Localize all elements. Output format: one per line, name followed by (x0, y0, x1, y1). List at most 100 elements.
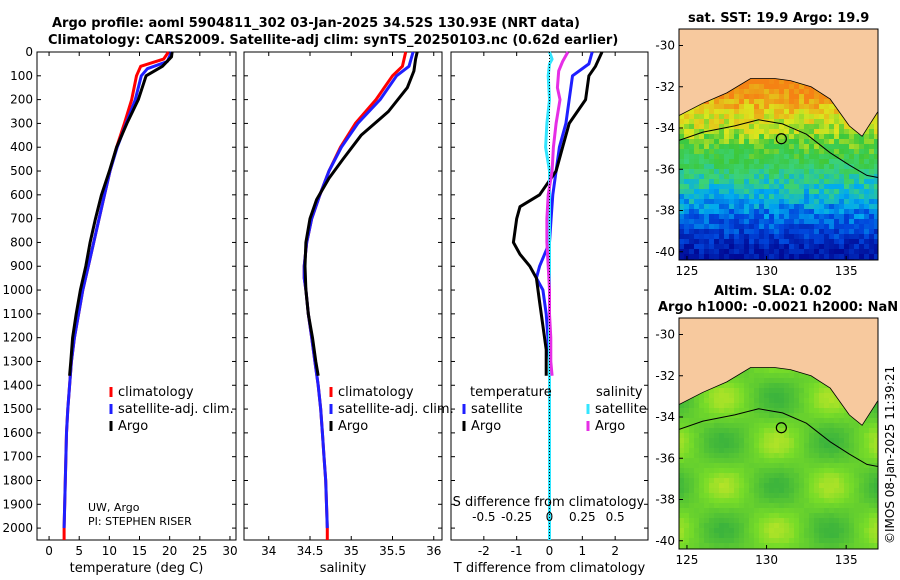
sla-cell (829, 493, 835, 499)
sla-cell (779, 493, 785, 499)
sla-cell (784, 403, 790, 409)
sst-cell (854, 134, 860, 140)
sla-cell (809, 413, 815, 419)
sst-cell (684, 114, 690, 120)
sla-cell (779, 488, 785, 494)
sst-cell (719, 154, 725, 160)
sst-cell (839, 204, 845, 210)
sla-cell (694, 443, 700, 449)
temperature-xtick-label: 10 (102, 544, 117, 558)
sla-cell (819, 398, 825, 404)
difference-legend-temperature-title: temperature (470, 385, 552, 400)
sla-cell (779, 408, 785, 414)
sla-cell (869, 443, 875, 449)
sla-cell (714, 458, 720, 464)
sla-cell (714, 423, 720, 429)
sst-cell (799, 149, 805, 155)
sst-cell (864, 149, 870, 155)
sla-cell (679, 513, 685, 519)
sst-cell (794, 189, 800, 195)
sla-cell (719, 483, 725, 489)
sst-ytick-label: -36 (655, 162, 675, 176)
sla-cell (704, 503, 710, 509)
sst-cell (759, 229, 765, 235)
sst-cell (744, 79, 750, 85)
sst-cell (819, 124, 825, 130)
sst-cell (704, 249, 710, 255)
sla-cell (844, 498, 850, 504)
sst-cell (784, 174, 790, 180)
depth-tick-label: 400 (10, 140, 33, 154)
sla-cell (824, 428, 830, 434)
sst-cell (794, 164, 800, 170)
sla-cell (844, 518, 850, 524)
sst-cell (724, 109, 730, 115)
sla-cell (844, 448, 850, 454)
sst-cell (794, 94, 800, 100)
sst-cell (784, 219, 790, 225)
sla-cell (734, 458, 740, 464)
sla-cell (724, 393, 730, 399)
sst-cell (829, 104, 835, 110)
sla-cell (709, 463, 715, 469)
sla-cell (779, 463, 785, 469)
sst-cell (689, 174, 695, 180)
sst-cell (849, 149, 855, 155)
sla-cell (839, 523, 845, 529)
sla-cell (869, 438, 875, 444)
sst-cell (809, 144, 815, 150)
sla-cell (834, 398, 840, 404)
sla-cell (799, 373, 805, 379)
sst-cell (749, 159, 755, 165)
sla-cell (874, 438, 878, 444)
sst-cell (679, 169, 685, 175)
sst-cell (834, 119, 840, 125)
sla-cell (729, 503, 735, 509)
sst-cell (814, 154, 820, 160)
sst-cell (759, 149, 765, 155)
sst-cell (844, 239, 850, 245)
sst-cell (809, 89, 815, 95)
sla-cell (789, 508, 795, 514)
sla-cell (854, 463, 860, 469)
sst-cell (794, 234, 800, 240)
sla-cell (684, 413, 690, 419)
sst-cell (704, 219, 710, 225)
sla-cell (759, 493, 765, 499)
sst-cell (744, 109, 750, 115)
sla-cell (744, 538, 750, 544)
sst-cell (829, 174, 835, 180)
sla-cell (814, 423, 820, 429)
sla-cell (734, 478, 740, 484)
sla-cell (769, 493, 775, 499)
sla-cell (729, 393, 735, 399)
sla-cell (774, 523, 780, 529)
sst-cell (759, 224, 765, 230)
sst-cell (789, 209, 795, 215)
sla-cell (779, 378, 785, 384)
sst-cell (769, 219, 775, 225)
sla-cell (689, 488, 695, 494)
sla-cell (734, 543, 740, 549)
sla-cell (759, 473, 765, 479)
sla-cell (869, 503, 875, 509)
sla-cell (779, 443, 785, 449)
sla-cell (719, 438, 725, 444)
sla-cell (734, 418, 740, 424)
sla-cell (819, 453, 825, 459)
sst-cell (709, 154, 715, 160)
sst-cell (739, 194, 745, 200)
sla-cell (704, 468, 710, 474)
sst-cell (774, 89, 780, 95)
sla-cell (679, 403, 685, 409)
sst-cell (799, 119, 805, 125)
sst-cell (774, 144, 780, 150)
sla-cell (839, 408, 845, 414)
sst-cell (809, 114, 815, 120)
sst-cell (794, 224, 800, 230)
sla-cell (729, 523, 735, 529)
sst-cell (819, 189, 825, 195)
sst-cell (729, 149, 735, 155)
sst-cell (724, 179, 730, 185)
sla-cell (864, 428, 870, 434)
